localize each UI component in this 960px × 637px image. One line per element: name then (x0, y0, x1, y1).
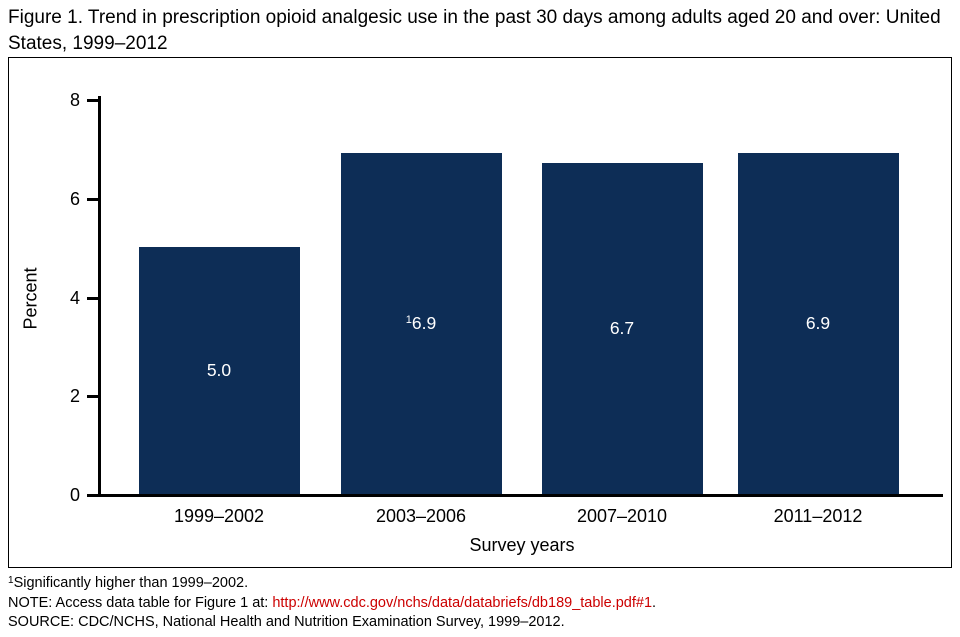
y-axis-line (98, 96, 101, 497)
figure-title: Figure 1. Trend in prescription opioid a… (8, 7, 941, 54)
bar-2007–2010: 6.7 (541, 163, 703, 494)
y-tick-label: 8 (69, 90, 80, 110)
footnote-significance: 1Significantly higher than 1999–2002. (8, 571, 952, 594)
x-axis-line (98, 494, 943, 497)
bar-value-superscript: 1 (405, 313, 412, 326)
x-category-label: 1999–2002 (173, 506, 265, 526)
footnote-note-suffix: . (652, 594, 657, 611)
y-tick-mark (87, 197, 98, 201)
footnote-source: SOURCE: CDC/NCHS, National Health and Nu… (8, 614, 565, 630)
footnote-superscript: 1 (8, 575, 14, 586)
footnotes: 1Significantly higher than 1999–2002. NO… (8, 571, 952, 633)
plot-area: 0 2 4 6 8 5.0 1999–2002 16.9 2003–2006 6.7 2007–20… (9, 58, 951, 567)
x-category-label: 2003–2006 (375, 506, 467, 526)
y-tick-mark (87, 296, 98, 300)
chart-frame: Percent 0 2 4 6 8 5.0 1999–2002 16.9 2003–2006 6.… (8, 57, 952, 568)
y-tick-label: 2 (69, 386, 80, 407)
bar-value-label: 6.9 (805, 312, 831, 333)
footnote-significance-text: Significantly higher than 1999–2002. (13, 575, 249, 591)
x-category-label: 2011–2012 (773, 506, 863, 526)
y-tick-label: 4 (69, 287, 80, 308)
bar-2011–2012: 6.9 (737, 153, 899, 494)
footnote-note: NOTE: Access data table for Figure 1 at:… (8, 594, 952, 614)
footnote-note-prefix: NOTE: Access data table for Figure 1 at: (8, 594, 273, 611)
bar-2003–2006: 16.9 (340, 153, 502, 494)
bar-value-label: 5.0 (206, 359, 232, 380)
y-tick-label: 6 (69, 188, 80, 209)
bar-value-label: 6.7 (609, 317, 635, 338)
y-tick-mark (87, 494, 98, 497)
x-axis-title: Survey years (469, 535, 575, 555)
bar-1999–2002: 5.0 (138, 247, 300, 494)
x-category-label: 2007–2010 (576, 506, 668, 526)
data-table-link[interactable]: http://www.cdc.gov/nchs/data/databriefs/… (272, 594, 653, 611)
y-tick-mark (87, 395, 98, 399)
y-tick-mark (87, 99, 98, 102)
bar-value-label: 16.9 (405, 312, 437, 333)
y-tick-label: 0 (69, 485, 80, 505)
